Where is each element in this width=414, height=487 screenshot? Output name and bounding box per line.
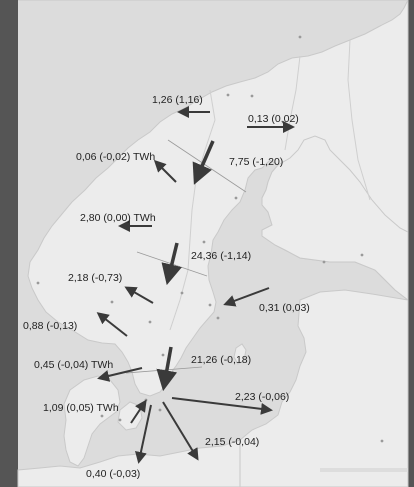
city-dot (144, 398, 148, 402)
city-dot (161, 353, 165, 357)
city-dots (36, 35, 384, 443)
flow-label-f05: 2,80 (0,00) TWh (80, 212, 156, 224)
left-frame-edge (0, 0, 18, 487)
arrow-f04 (192, 140, 215, 185)
flow-label-f08: 0,31 (0,03) (259, 302, 310, 314)
flow-label-f04: 7,75 (-1,20) (229, 156, 283, 168)
flow-label-f03: 0,06 (-0,02) TWh (76, 151, 155, 163)
land-baltics (235, 289, 409, 487)
city-dot (216, 316, 220, 320)
flow-label-f01: 1,26 (1,16) (152, 94, 203, 106)
city-dot (322, 260, 326, 264)
city-dot (226, 93, 230, 97)
arrow-f15 (135, 404, 152, 464)
arrow-f07 (124, 286, 154, 304)
city-dot (250, 94, 254, 98)
flow-label-f07: 2,18 (-0,73) (68, 272, 122, 284)
arrow-f10 (156, 346, 178, 392)
land-gotland (233, 343, 247, 365)
arrow-f06 (161, 242, 182, 286)
flow-labels: 1,26 (1,16) 0,13 (0,02) 0,06 (-0,02) TWh… (23, 94, 310, 480)
arrow-f11 (97, 367, 143, 382)
arrow-f08 (223, 287, 270, 307)
borders (169, 39, 371, 331)
city-dot (110, 300, 114, 304)
arrow-f03 (153, 159, 177, 183)
arrow-f14 (162, 401, 199, 461)
city-dot (100, 414, 104, 418)
city-dot (380, 439, 384, 443)
city-dot (202, 240, 206, 244)
city-dot (118, 418, 122, 422)
city-dot (298, 35, 302, 39)
city-dot (158, 408, 162, 412)
right-frame-edge (408, 0, 414, 487)
arrow-f13 (130, 399, 147, 424)
city-dot (148, 320, 152, 324)
border-finland-russia (347, 39, 371, 201)
flow-label-f06: 24,36 (-1,14) (191, 250, 251, 262)
flow-label-f11: 0,45 (-0,04) TWh (34, 359, 113, 371)
border-norway-sweden (169, 89, 216, 331)
arrow-f09 (96, 312, 128, 337)
land-finland (261, 135, 409, 302)
city-dot (360, 253, 364, 257)
flow-label-f15: 0,40 (-0,03) (86, 468, 140, 480)
arrow-f12 (171, 397, 273, 415)
flow-label-f09: 0,88 (-0,13) (23, 320, 77, 332)
flow-label-f10: 21,26 (-0,18) (191, 354, 251, 366)
flow-label-f13: 1,09 (0,05) TWh (43, 402, 119, 414)
city-dot (234, 196, 238, 200)
city-dot (180, 291, 184, 295)
scale-bar (320, 468, 408, 472)
city-dot (208, 303, 212, 307)
border-sweden-finland (284, 55, 301, 151)
flow-label-f14: 2,15 (-0,04) (205, 436, 259, 448)
flow-arrows (96, 106, 295, 464)
flow-label-f12: 2,23 (-0,06) (235, 391, 289, 403)
city-dot (36, 281, 40, 285)
flow-label-f02: 0,13 (0,02) (248, 113, 299, 125)
